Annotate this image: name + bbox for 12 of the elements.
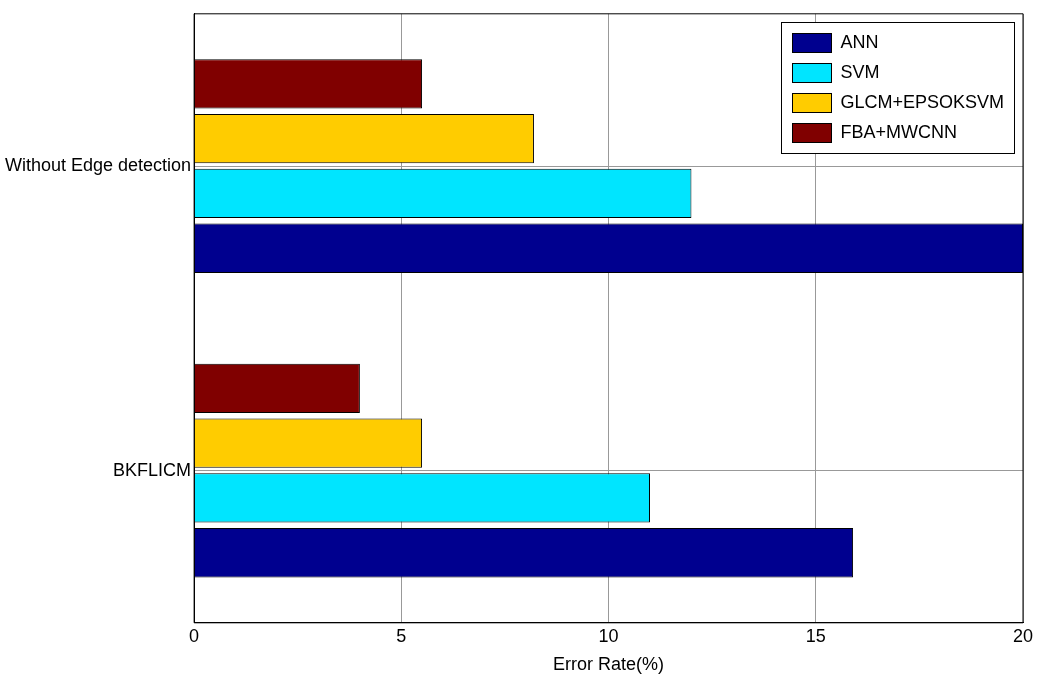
x-tick-label: 5 bbox=[396, 625, 407, 646]
y-tick-label: Without Edge detection bbox=[4, 155, 192, 176]
y-tick-label: BKFLICM bbox=[113, 459, 192, 480]
legend-label: GLCM+EPSOKSVM bbox=[840, 92, 1004, 114]
legend-label: FBA+MWCNN bbox=[840, 122, 957, 144]
x-tick-label: 10 bbox=[598, 625, 619, 646]
legend-label: ANN bbox=[840, 32, 879, 54]
x-tick-label: 15 bbox=[805, 625, 826, 646]
legend-label: SVM bbox=[840, 62, 880, 84]
x-axis-title: Error Rate(%) bbox=[553, 654, 665, 675]
x-tick-label: 0 bbox=[189, 625, 200, 646]
x-tick-label: 20 bbox=[1012, 625, 1034, 646]
